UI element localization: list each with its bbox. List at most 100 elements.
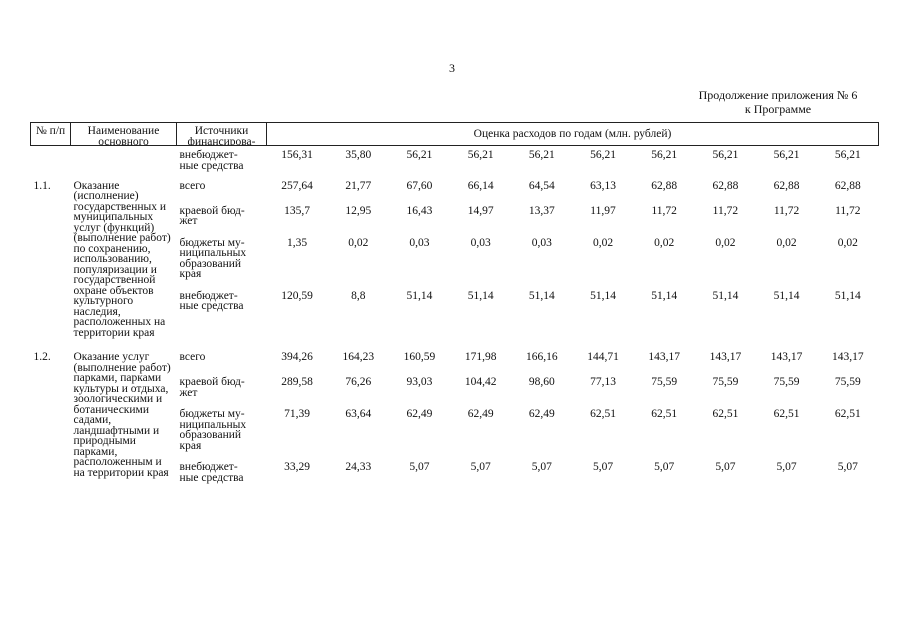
table-row: внебюджет- ные средства 33,29 24,33 5,07 5,0… [31,461,879,484]
table-row: краевой бюд- жет 135,7 12,95 16,43 14,97 13,3… [31,204,879,238]
source: краевой бюд- жет [179,204,245,227]
header-line: к Программе [744,102,812,116]
value: 56,21 [834,149,861,161]
source: бюджеты му- ниципальных образований края [179,236,247,280]
value: 75,59 [834,376,861,388]
table-row: краевой бюд- жет 289,58 76,26 93,03 104,42 98… [31,376,879,409]
table-row: 1.1. Оказание (исполнение) государственны… [31,179,879,338]
source: внебюджет- ные средства [179,461,244,484]
value: 0,02 [348,236,369,249]
cell [31,146,177,174]
value: 51,14 [406,289,433,302]
value: 64,54 [528,179,555,192]
spacer-row [31,174,879,181]
value: 135,7 [284,204,311,217]
row-name: Оказание услуг (выполнение работ) паркам… [73,351,171,479]
value: 0,03 [409,236,430,249]
value: 51,14 [712,289,739,302]
cell [31,338,879,352]
value: 5,07 [837,461,858,473]
value: 0,03 [531,236,552,249]
table-body: внебюджет- ные средства 156,31 35,80 56,21 5… [31,146,879,484]
value: 12,95 [345,204,372,217]
value: 62,51 [834,408,861,420]
table-row: 1.2. Оказание услуг (выполнение работ) па… [31,351,879,478]
value: 62,88 [773,179,800,192]
value: 11,72 [712,204,739,217]
value: 51,14 [773,289,800,302]
value: 143,17 [648,351,681,363]
value: 0,02 [837,236,858,249]
value: 62,88 [834,179,861,192]
value: 62,51 [590,408,616,420]
value: 11,72 [835,204,861,217]
value: 51,14 [528,289,555,302]
value: 62,88 [651,179,678,192]
row-number: 1.2. [33,351,51,363]
value: 63,13 [590,179,616,192]
value: 120,59 [281,289,313,302]
column-header: Источники финансирова- [176,122,267,146]
value: 0,02 [592,236,614,249]
value: 56,21 [528,149,555,161]
value: 76,26 [345,376,372,388]
value: 166,16 [526,351,558,363]
value: 63,64 [345,408,372,420]
value: 257,64 [281,179,313,192]
value: 164,23 [342,351,375,363]
value: 11,72 [651,204,677,217]
value: 0,02 [776,236,797,249]
value: 24,33 [345,461,372,473]
value: 62,51 [651,408,678,420]
column-header: № п/п [30,122,71,146]
value: 56,21 [467,149,494,161]
source: бюджеты му- ниципальных образований края [179,408,247,452]
header-row: № п/п Наименование основного Источники ф… [30,122,879,146]
value: 143,17 [770,351,803,363]
value: 51,14 [834,289,861,302]
value: 171,98 [464,351,497,363]
value: 1,35 [287,236,308,249]
value: 62,49 [467,408,494,420]
value: 62,51 [773,408,800,420]
value: 11,97 [590,204,616,217]
value: 56,21 [590,149,616,161]
row-number: 1.1. [33,179,51,192]
source: всего [179,351,206,363]
row-name: Оказание (исполнение) государственных и … [73,179,171,339]
value: 5,07 [409,461,430,473]
column-header-text: № п/п [35,125,66,137]
value: 62,49 [528,408,555,420]
value: 143,17 [832,351,864,363]
value: 93,03 [406,376,433,388]
value: 56,21 [651,149,678,161]
value: 11,72 [773,204,800,217]
value: 0,02 [715,236,736,249]
value: 62,51 [712,408,739,420]
header-line: Продолжение приложения № 6 [698,88,858,102]
value: 66,14 [467,179,494,192]
source: всего [179,179,206,192]
table-row: внебюджет- ные средства 156,31 35,80 56,21 5… [31,146,879,174]
value: 156,31 [281,149,313,161]
value: 33,29 [284,461,311,473]
value: 75,59 [651,376,678,388]
column-header: Наименование основного [70,122,177,146]
value: 5,07 [592,461,614,473]
header: Продолжение приложения № 6 к Программе [680,88,876,116]
source: краевой бюд- жет [179,376,245,399]
value: 289,58 [281,376,313,388]
value: 14,97 [467,204,494,217]
value: 5,07 [715,461,736,473]
value: 0,02 [654,236,675,249]
value: 104,42 [464,376,497,388]
value: 51,14 [651,289,678,302]
value: 62,88 [712,179,739,192]
page-number: 3 [449,61,455,75]
value: 16,43 [406,204,433,217]
value: 71,39 [284,408,311,420]
source: внебюджет- ные средства [179,149,244,172]
value: 5,07 [776,461,797,473]
value: 77,13 [590,376,616,388]
